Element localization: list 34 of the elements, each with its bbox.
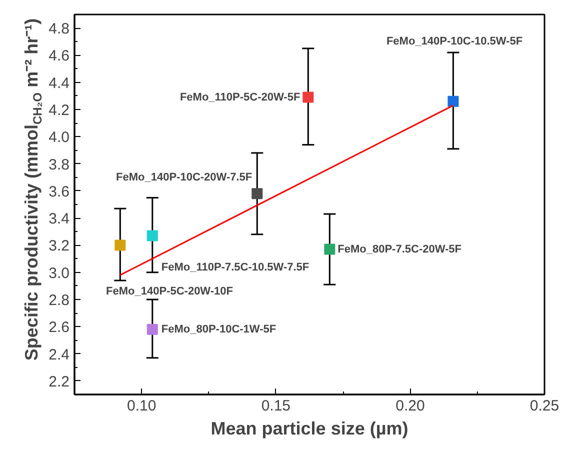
x-tick-label: 0.15 — [261, 398, 291, 414]
point — [302, 92, 314, 103]
y-tick-label: 3.0 — [48, 264, 70, 282]
x-tick-label: 0.25 — [530, 398, 560, 414]
y-tick-label: 4.2 — [48, 102, 70, 119]
point — [146, 230, 158, 242]
point — [146, 324, 158, 335]
annotation: FeMo_140P-5C-20W-10F — [106, 286, 234, 298]
y-tick-label: 2.2 — [48, 373, 70, 390]
y-tick-label: 3.8 — [48, 156, 70, 174]
point — [448, 96, 459, 107]
annotation: FeMo_80P-7.5C-20W-5F — [338, 243, 462, 256]
annotation: FeMo_140P-10C-10.5W-5F — [386, 36, 523, 48]
x-tick-label: 0.20 — [396, 398, 425, 414]
annotation: FeMo_110P-7.5C-10.5W-7.5F — [161, 262, 310, 274]
y-tick-label: 3.6 — [48, 183, 70, 200]
y-tick-label: 4.8 — [48, 20, 70, 38]
annotation: FeMo_80P-10C-1W-5F — [161, 323, 276, 336]
y-tick-label: 4.6 — [48, 48, 70, 65]
annotation: FeMo_140P-10C-20W-7.5F — [116, 172, 252, 184]
y-tick-label: 4.0 — [48, 129, 70, 146]
y-tick-label: 3.4 — [48, 210, 70, 228]
x-tick-label: 0.10 — [127, 398, 156, 414]
y-tick-label: 2.6 — [48, 319, 70, 336]
y-axis-title: Specific productivity (mmolCH₂O m⁻² hr⁻¹) — [22, 18, 44, 361]
point — [324, 244, 336, 255]
point — [114, 240, 126, 251]
y-tick-label: 2.4 — [48, 346, 70, 364]
y-tick-label: 3.2 — [48, 238, 70, 255]
y-tick-label: 2.8 — [48, 292, 70, 309]
annotation: FeMo_110P-5C-20W-5F — [180, 91, 300, 104]
x-axis-title: Mean particle size (µm) — [210, 418, 408, 438]
point — [252, 188, 263, 200]
y-tick-label: 4.4 — [48, 74, 70, 92]
